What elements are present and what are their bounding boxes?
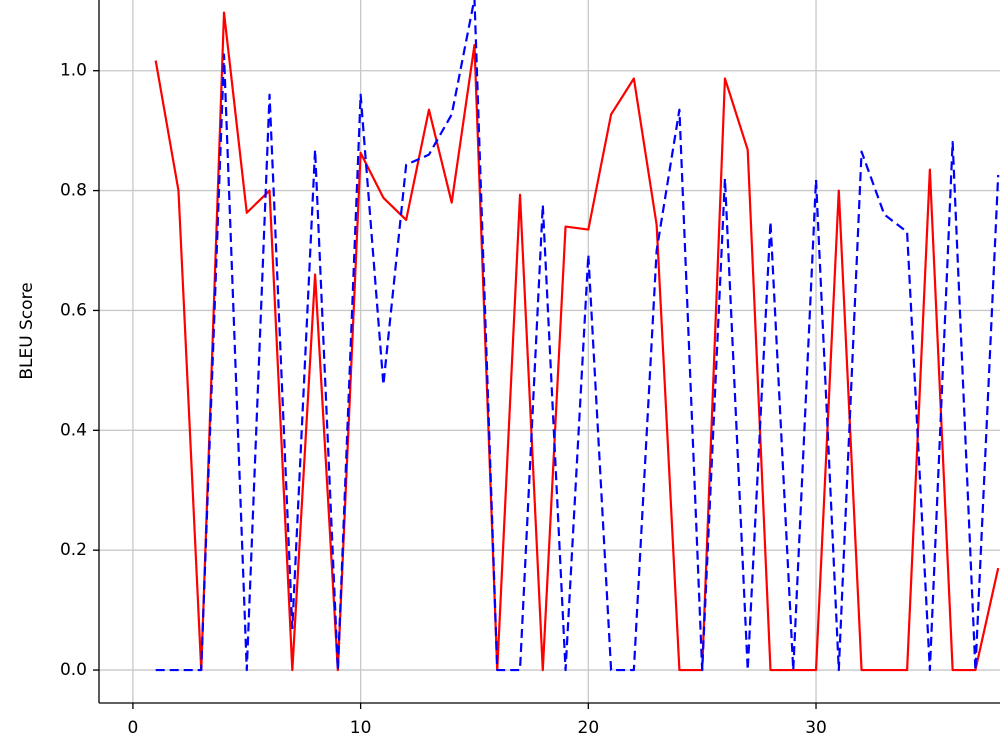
y-tick-label: 0.6 — [60, 300, 87, 320]
x-tick-label: 0 — [128, 718, 139, 738]
data-line — [154, 11, 1000, 672]
y-tick-label: 0.2 — [60, 540, 87, 560]
y-tick-label: 0.0 — [60, 660, 87, 680]
y-tick-label: 1.0 — [60, 61, 87, 81]
x-tick-label: 20 — [578, 718, 600, 738]
y-tick-label: 0.8 — [60, 181, 87, 201]
y-tick-label: 0.4 — [60, 420, 87, 440]
x-tick-label: 10 — [350, 718, 372, 738]
y-axis-label: BLEU Score — [17, 282, 37, 379]
x-tick-label: 30 — [805, 718, 827, 738]
data-line — [155, 0, 1000, 672]
